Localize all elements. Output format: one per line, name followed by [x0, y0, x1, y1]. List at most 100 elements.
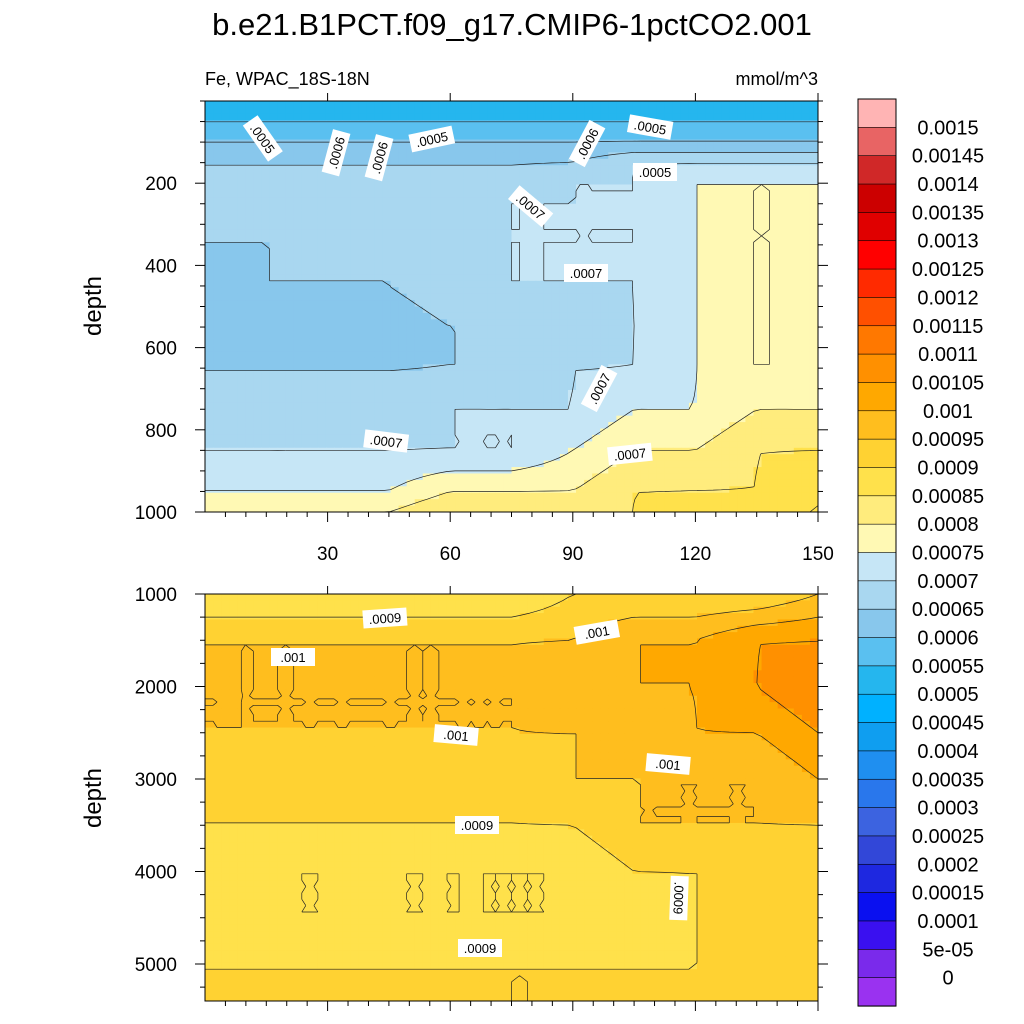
contour-cell [608, 325, 617, 333]
contour-cell [769, 133, 779, 141]
contour-cell [777, 242, 787, 250]
contour-cell [567, 460, 577, 468]
contour-cell [688, 486, 698, 494]
contour-cell [398, 126, 408, 134]
contour-cell [608, 113, 617, 121]
contour-cell [527, 171, 537, 179]
contour-cell [245, 139, 254, 147]
contour-cell [342, 158, 351, 166]
contour-cell [309, 229, 319, 237]
contour-cell [446, 428, 456, 436]
contour-cell [406, 467, 416, 475]
contour-cell [301, 402, 311, 410]
contour-cell [495, 428, 505, 436]
contour-cell [422, 171, 432, 179]
contour-cell [438, 184, 448, 192]
contour-cell [567, 422, 577, 430]
contour-cell [535, 319, 545, 327]
contour-cell [253, 152, 263, 160]
contour-cell [334, 274, 343, 282]
contour-cell [374, 223, 384, 231]
contour-cell [430, 345, 440, 353]
contour-cell [697, 389, 706, 397]
contour-cell [551, 473, 561, 481]
contour-cell [229, 145, 238, 153]
contour-cell [205, 505, 214, 512]
contour-cell [721, 357, 730, 365]
contour-cell [664, 248, 674, 256]
contour-cell [414, 499, 424, 507]
contour-cell [342, 235, 351, 243]
contour-cell [600, 345, 609, 353]
contour-cell [406, 319, 416, 327]
contour-cell [414, 383, 424, 391]
contour-cell [495, 158, 505, 166]
contour-cell [769, 152, 779, 160]
contour-cell [471, 171, 480, 179]
contour-cell [785, 178, 795, 186]
contour-cell [229, 165, 238, 173]
contour-cell [495, 454, 505, 462]
contour-cell [705, 242, 714, 250]
contour-cell [785, 505, 795, 512]
contour-cell [551, 332, 561, 340]
contour-cell [358, 422, 367, 430]
contour-cell [656, 441, 666, 449]
contour-cell [801, 171, 811, 179]
contour-cell [785, 357, 795, 365]
contour-cell [487, 370, 496, 378]
contour-cell [777, 409, 787, 417]
contour-cell [253, 479, 263, 487]
contour-cell [285, 454, 295, 462]
contour-cell [221, 319, 230, 327]
contour-cell [438, 171, 448, 179]
contour-cell [705, 190, 714, 198]
contour-cell [487, 357, 496, 365]
contour-cell [600, 203, 609, 211]
contour-cell [801, 402, 811, 410]
contour-cell [551, 454, 561, 462]
contour-cell [438, 274, 448, 282]
contour-cell [261, 409, 271, 417]
contour-cell [535, 370, 545, 378]
contour-cell [487, 229, 496, 237]
contour-cell [285, 101, 295, 109]
contour-cell [285, 178, 295, 186]
contour-cell [656, 467, 666, 475]
contour-cell [245, 223, 254, 231]
contour-cell [366, 229, 375, 237]
contour-cell [592, 364, 601, 372]
contour-cell [551, 396, 561, 404]
contour-cell [213, 306, 222, 314]
contour-cell [205, 389, 214, 397]
contour-cell [745, 248, 755, 256]
contour-cell [664, 229, 674, 237]
contour-cell [293, 306, 303, 314]
contour-cell [721, 242, 730, 250]
contour-cell [761, 300, 771, 308]
contour-cell [793, 338, 803, 346]
contour-cell [672, 351, 682, 359]
contour-cell [301, 184, 311, 192]
contour-cell [221, 479, 230, 487]
contour-cell [729, 447, 738, 455]
contour-cell [616, 126, 626, 134]
contour-cell [737, 319, 747, 327]
contour-cell [438, 113, 448, 121]
contour-cell [471, 242, 480, 250]
contour-cell [229, 210, 238, 218]
contour-cell [769, 415, 779, 423]
contour-cell [559, 300, 569, 308]
contour-cell [495, 113, 505, 121]
contour-cell [382, 300, 392, 308]
contour-cell [382, 223, 392, 231]
contour-cell [358, 255, 367, 263]
contour-cell [567, 178, 577, 186]
contour-cell [535, 133, 545, 141]
contour-cell [592, 447, 601, 455]
contour-cell [705, 312, 714, 320]
contour-cell [697, 267, 706, 275]
contour-cell [592, 332, 601, 340]
contour-cell [285, 216, 295, 224]
contour-cell [688, 274, 698, 282]
